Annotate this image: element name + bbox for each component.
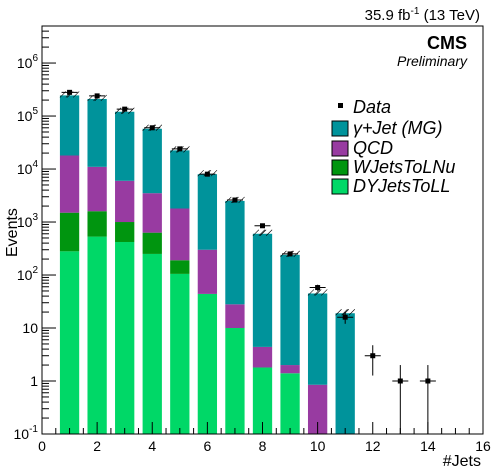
data-point-9 [282,251,299,257]
bar-gjet-4 [142,128,162,194]
data-point-13 [392,365,409,434]
y-tick-label-0.1: 10-1 [14,424,39,442]
x-tick-label-4: 4 [148,438,156,454]
bar-gjet-3 [115,111,135,181]
data-point-8 [254,223,271,229]
y-tick-label-10: 10 [22,320,38,336]
mc-uncertainty-10 [307,289,328,296]
bar-gjet-6 [197,174,218,250]
bar-qcd-4 [142,193,162,233]
data-point-12 [364,345,381,376]
data-points [61,89,436,434]
legend-entry-qcd: QCD [331,138,393,158]
bar-gjet-2 [87,98,107,167]
bar-qcd-1 [59,155,80,213]
bar-gjet-5 [170,150,190,209]
bar-qcd-7 [225,304,245,329]
bar-wjets-4 [142,232,162,254]
y-tick-label-100000: 105 [17,106,39,124]
x-tick-label-14: 14 [420,438,436,454]
bar-qcd-10 [307,384,328,434]
bar-qcd-8 [252,346,273,368]
legend-label-gjet: γ+Jet (MG) [353,118,443,138]
legend: Data γ+Jet (MG) QCD WJetsToLNu DYJetsToL… [331,97,455,196]
bar-qcd-5 [170,208,190,261]
bar-gjet-11 [335,313,355,434]
y-tick-label-100: 102 [17,265,39,283]
bar-dyjets-5 [170,273,190,434]
legend-entry-wjets: WJetsToLNu [331,157,455,177]
bar-dyjets-9 [280,373,300,434]
bar-gjet-10 [307,293,328,385]
bar-dyjets-3 [115,241,135,434]
legend-entry-dyjets: DYJetsToLL [331,176,450,196]
bar-wjets-3 [115,222,135,242]
data-point-10 [309,284,326,291]
bar-wjets-1 [59,212,80,252]
mc-uncertainty-11 [335,309,356,316]
bar-gjet-7 [225,200,245,305]
y-tick-label-1000: 103 [17,212,39,230]
legend-label-dyjets: DYJetsToLL [353,176,450,196]
y-tick-label-1000000: 106 [17,53,39,71]
y-axis-title: Events [4,208,21,257]
x-axis-title: #Jets [443,453,481,470]
legend-entry-data: Data [338,97,391,117]
bar-qcd-6 [197,249,218,294]
legend-label-wjets: WJetsToLNu [353,157,455,177]
x-tick-label-10: 10 [310,438,326,454]
bar-dyjets-2 [87,236,107,434]
bar-gjet-1 [59,95,80,156]
axes: 0 2 4 6 8 10 12 14 16 10-1 1 10 102 103 104 105 106 [14,25,491,454]
bar-gjet-8 [252,233,273,347]
bar-qcd-3 [115,180,135,223]
bar-qcd-9 [280,365,300,374]
data-point-2 [89,93,106,99]
bar-dyjets-4 [142,253,162,434]
mc-uncertainty-8 [252,229,273,236]
preliminary-label: Preliminary [397,53,468,69]
data-point-1 [61,89,78,95]
data-point-4 [144,125,161,131]
bar-wjets-2 [87,211,107,237]
x-tick-label-0: 0 [38,438,46,454]
stacked-bars [59,91,356,434]
legend-label-data: Data [353,97,391,117]
data-point-6 [199,171,216,177]
bar-wjets-5 [170,260,190,274]
x-tick-label-12: 12 [365,438,381,454]
data-point-7 [226,197,243,203]
bar-dyjets-7 [225,328,245,434]
data-point-5 [171,146,188,152]
x-tick-label-16: 16 [475,438,491,454]
y-tick-label-10000: 104 [17,159,39,177]
bar-dyjets-1 [59,251,80,434]
data-point-3 [116,106,133,112]
x-tick-label-6: 6 [203,438,211,454]
bar-dyjets-8 [252,367,273,434]
cms-label: CMS [427,33,467,53]
bar-qcd-2 [87,166,107,212]
bar-gjet-9 [280,254,300,366]
x-tick-label-2: 2 [93,438,101,454]
data-point-11 [337,312,354,324]
bar-dyjets-6 [197,293,218,434]
x-tick-label-8: 8 [259,438,267,454]
legend-label-qcd: QCD [353,138,393,158]
y-tick-label-1: 1 [30,373,38,389]
legend-entry-gjet: γ+Jet (MG) [331,118,443,138]
lumi-label: 35.9 fb-1 (13 TeV) [365,6,480,24]
